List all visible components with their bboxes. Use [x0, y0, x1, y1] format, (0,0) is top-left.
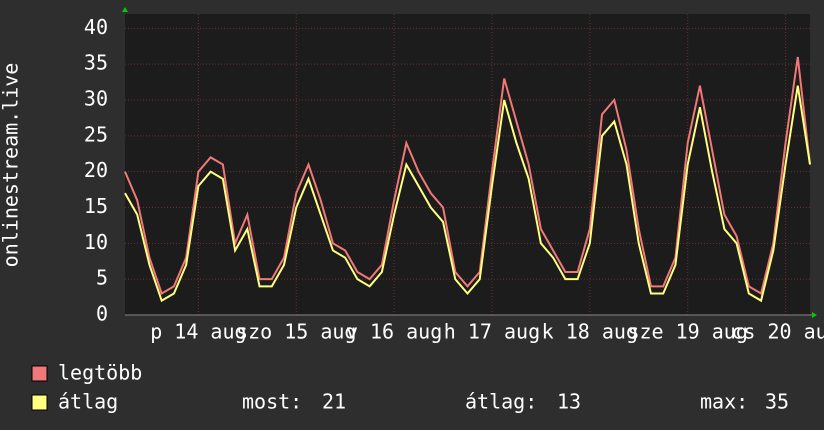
legend-swatch	[31, 394, 48, 411]
y-tick-label: 40	[84, 15, 108, 39]
series-line	[124, 56, 811, 296]
stat-value: 21	[322, 390, 346, 414]
y-tick-label: 10	[84, 230, 108, 254]
x-tick-label: k 18 aug	[542, 320, 638, 344]
stat-value: 35	[765, 390, 789, 414]
axis-arrow	[122, 7, 128, 12]
y-tick-label: 20	[84, 158, 108, 182]
plot-area	[125, 14, 810, 315]
x-tick-label: sze 19 aug	[627, 320, 747, 344]
stat-label: átlag:	[465, 390, 537, 414]
x-tick-label: h 17 aug	[444, 320, 540, 344]
stat-label: most:	[242, 390, 302, 414]
series-line	[124, 85, 811, 303]
y-tick-label: 5	[96, 266, 108, 290]
x-tick-label: p 14 aug	[150, 320, 246, 344]
legend-label: átlag	[58, 390, 118, 414]
stat-value: 13	[557, 390, 581, 414]
y-tick-label: 15	[84, 194, 108, 218]
y-tick-label: 30	[84, 87, 108, 111]
y-tick-label: 25	[84, 122, 108, 146]
y-tick-label: 0	[96, 302, 108, 326]
axis-arrow	[812, 312, 817, 318]
x-tick-label: v 16 aug	[346, 320, 442, 344]
stat-label: max:	[700, 390, 748, 414]
legend-swatch	[31, 365, 48, 382]
x-tick-label: cs 20 aug	[731, 320, 824, 344]
y-axis-label: onlinestream.live	[0, 63, 23, 268]
y-tick-label: 35	[84, 51, 108, 75]
x-tick-label: szo 15 aug	[236, 320, 356, 344]
legend-label: legtöbb	[58, 361, 142, 385]
